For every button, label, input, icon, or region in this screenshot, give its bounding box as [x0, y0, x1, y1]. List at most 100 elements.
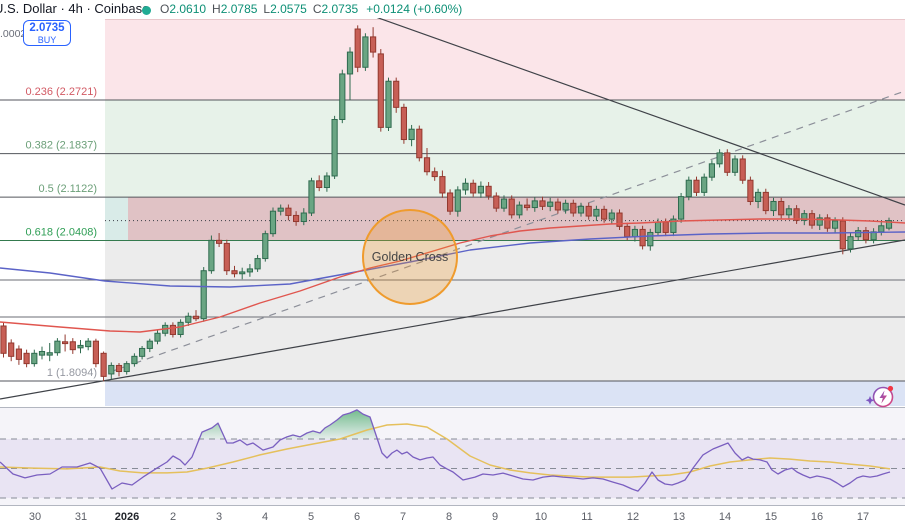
- candle-body: [131, 355, 138, 365]
- candle-body: [254, 258, 261, 270]
- candle: [38, 346, 46, 360]
- candle-body: [354, 28, 361, 68]
- candle: [554, 198, 561, 214]
- candle-body: [139, 347, 146, 357]
- symbol-title[interactable]: U.S. Dollar · 4h · Coinbase: [0, 1, 150, 16]
- candle: [185, 312, 192, 326]
- candle: [824, 214, 831, 232]
- candle: [246, 264, 254, 277]
- candle: [716, 149, 723, 168]
- golden-cross-annotation[interactable]: Golden Cross: [362, 209, 458, 305]
- ohlc-open-value: 2.0610: [169, 2, 207, 16]
- candle: [115, 363, 123, 377]
- candle: [670, 215, 677, 237]
- candle-body: [331, 118, 338, 177]
- candle-body: [439, 176, 446, 194]
- candle: [747, 176, 754, 206]
- candle-body: [216, 239, 223, 244]
- time-axis-label-13: 13: [673, 511, 685, 523]
- candle-body: [585, 205, 592, 217]
- candle: [816, 214, 823, 231]
- candle-body: [824, 217, 831, 229]
- candle: [562, 199, 569, 214]
- fib-label-0.236: 0.236 (2.2721): [25, 86, 97, 98]
- flash-icon-button[interactable]: [865, 385, 894, 408]
- candle: [416, 125, 423, 162]
- candle: [92, 338, 100, 368]
- candle-body: [100, 352, 107, 377]
- time-axis[interactable]: 30 31 2026 2 3 4 5 6 7 8 9 10 11 12 13 14 15 16 17: [29, 511, 869, 523]
- candle-body: [0, 325, 7, 354]
- candle: [708, 160, 715, 181]
- candle: [447, 189, 454, 215]
- candle-body: [123, 363, 130, 373]
- candle-body: [716, 152, 723, 165]
- trendline-descending-resistance[interactable]: [355, 9, 905, 206]
- candle-body: [485, 185, 492, 197]
- trendline-ascending-support[interactable]: [0, 239, 905, 400]
- candle: [739, 155, 746, 184]
- trendlines[interactable]: [0, 9, 905, 400]
- candle: [62, 334, 69, 352]
- candle-body: [616, 212, 623, 227]
- candle: [408, 124, 415, 147]
- golden-cross-circle[interactable]: [362, 209, 458, 305]
- candle-body: [346, 51, 354, 75]
- candle: [585, 202, 592, 220]
- candle: [755, 188, 762, 209]
- trendline-ascending-dashed[interactable]: [109, 90, 905, 373]
- market-status-dot: [142, 6, 151, 15]
- candle: [701, 173, 708, 197]
- candle-body: [46, 352, 53, 356]
- candle: [462, 178, 469, 195]
- candle-body: [108, 364, 115, 375]
- candle-body: [154, 332, 161, 342]
- candle: [785, 205, 792, 220]
- candle: [400, 103, 407, 144]
- time-axis-label-17: 17: [857, 511, 869, 523]
- candle-body: [377, 53, 384, 128]
- ohlc-change: +0.0124 (+0.60%): [366, 2, 463, 16]
- candle-body: [785, 208, 792, 216]
- candle-body: [146, 340, 153, 349]
- candle: [31, 349, 38, 367]
- candle: [839, 217, 846, 255]
- time-axis-label-11: 11: [581, 511, 592, 523]
- candle-body: [855, 230, 862, 238]
- candle: [423, 148, 431, 176]
- candle: [293, 211, 300, 226]
- candle: [731, 155, 739, 176]
- ohlc-high-value: 2.0785: [220, 2, 258, 16]
- rsi-pane[interactable]: [0, 408, 905, 505]
- fib-label-1: 1 (1.8094): [47, 367, 97, 379]
- fib-label-0.5: 0.5 (2.1122): [38, 183, 97, 195]
- ma-fast-line[interactable]: [0, 218, 905, 333]
- candle-body: [77, 344, 84, 349]
- fib-retracement[interactable]: 0.236 (2.2721) 0.382 (2.1837) 0.5 (2.1122)…: [0, 86, 905, 382]
- candle: [531, 197, 538, 212]
- candle-body: [177, 321, 184, 335]
- sparkle-icon: [865, 396, 875, 405]
- time-axis-label-9: 9: [492, 511, 498, 523]
- candle-body: [885, 220, 893, 229]
- candle-body: [493, 195, 500, 209]
- candle-body: [262, 233, 269, 260]
- ma-slow-line[interactable]: [0, 231, 905, 288]
- time-axis-label-14: 14: [719, 511, 731, 523]
- time-axis-label-10: 10: [535, 511, 547, 523]
- candle: [693, 176, 700, 197]
- candle: [192, 310, 200, 322]
- candle-body: [246, 268, 254, 273]
- buy-button[interactable]: 2.0735 BUY: [23, 20, 71, 46]
- candle: [169, 322, 177, 338]
- candle-body: [554, 201, 561, 211]
- candle: [308, 177, 315, 217]
- rsi-line[interactable]: [0, 409, 891, 492]
- candle: [370, 27, 377, 58]
- notification-dot: [887, 385, 894, 392]
- candle: [139, 346, 146, 360]
- candle-body: [462, 182, 469, 191]
- candle-body: [570, 202, 577, 214]
- candle: [223, 239, 230, 275]
